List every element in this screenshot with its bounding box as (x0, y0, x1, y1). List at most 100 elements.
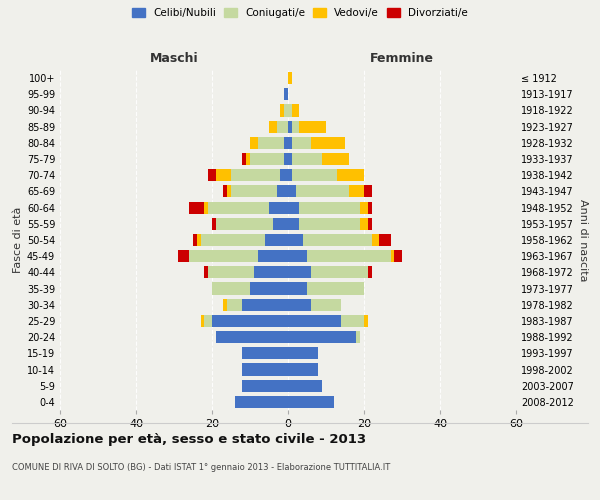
Bar (250, 137, 257, 149)
Bar (257, 250, 288, 262)
Bar (250, 153, 284, 165)
Bar (288, 120, 292, 132)
Bar (193, 234, 197, 246)
Bar (257, 137, 284, 149)
Bar (288, 153, 292, 165)
Bar (296, 186, 349, 198)
Bar (212, 282, 250, 294)
Bar (189, 202, 205, 213)
Bar (242, 348, 288, 360)
Bar (227, 186, 231, 198)
Bar (311, 266, 368, 278)
Bar (265, 234, 288, 246)
Bar (231, 186, 277, 198)
Bar (311, 298, 341, 311)
Bar (341, 315, 364, 327)
Bar (288, 72, 292, 84)
Bar (246, 153, 250, 165)
Bar (216, 331, 288, 343)
Bar (322, 153, 349, 165)
Bar (208, 169, 216, 181)
Bar (292, 137, 311, 149)
Bar (288, 137, 292, 149)
Bar (284, 153, 288, 165)
Bar (288, 331, 356, 343)
Bar (356, 331, 360, 343)
Bar (205, 315, 212, 327)
Bar (299, 202, 360, 213)
Bar (242, 364, 288, 376)
Bar (208, 266, 254, 278)
Bar (223, 298, 227, 311)
Bar (337, 169, 364, 181)
Bar (288, 380, 322, 392)
Text: Popolazione per età, sesso e stato civile - 2013: Popolazione per età, sesso e stato civil… (12, 432, 366, 446)
Bar (250, 282, 288, 294)
Bar (288, 186, 296, 198)
Bar (288, 104, 292, 117)
Bar (303, 234, 371, 246)
Bar (292, 169, 337, 181)
Bar (288, 348, 319, 360)
Bar (280, 104, 284, 117)
Bar (299, 120, 326, 132)
Bar (288, 266, 311, 278)
Bar (394, 250, 402, 262)
Bar (284, 88, 288, 101)
Bar (288, 218, 299, 230)
Bar (371, 234, 379, 246)
Y-axis label: Fasce di età: Fasce di età (13, 207, 23, 273)
Bar (284, 137, 288, 149)
Text: Maschi: Maschi (149, 52, 199, 65)
Bar (200, 315, 205, 327)
Bar (216, 218, 273, 230)
Bar (391, 250, 394, 262)
Bar (307, 282, 364, 294)
Bar (349, 186, 364, 198)
Bar (368, 266, 371, 278)
Text: Femmine: Femmine (370, 52, 434, 65)
Bar (205, 202, 208, 213)
Bar (231, 169, 280, 181)
Bar (277, 186, 288, 198)
Text: COMUNE DI RIVA DI SOLTO (BG) - Dati ISTAT 1° gennaio 2013 - Elaborazione TUTTITA: COMUNE DI RIVA DI SOLTO (BG) - Dati ISTA… (12, 462, 390, 471)
Bar (200, 234, 265, 246)
Bar (216, 169, 231, 181)
Bar (368, 218, 371, 230)
Bar (364, 186, 371, 198)
Bar (277, 120, 288, 132)
Bar (288, 364, 319, 376)
Bar (242, 380, 288, 392)
Bar (288, 282, 307, 294)
Bar (242, 153, 246, 165)
Bar (360, 218, 368, 230)
Bar (368, 202, 371, 213)
Bar (292, 104, 299, 117)
Bar (288, 250, 307, 262)
Bar (307, 250, 391, 262)
Bar (292, 120, 299, 132)
Y-axis label: Anni di nascita: Anni di nascita (578, 198, 588, 281)
Bar (273, 218, 288, 230)
Bar (288, 169, 292, 181)
Bar (280, 169, 288, 181)
Bar (299, 218, 360, 230)
Bar (292, 153, 322, 165)
Bar (269, 120, 277, 132)
Bar (288, 396, 334, 408)
Bar (212, 218, 216, 230)
Bar (284, 104, 288, 117)
Bar (197, 234, 200, 246)
Bar (288, 315, 341, 327)
Bar (212, 315, 288, 327)
Bar (205, 266, 208, 278)
Bar (311, 137, 345, 149)
Bar (379, 234, 391, 246)
Bar (223, 186, 227, 198)
Bar (242, 298, 288, 311)
Bar (288, 298, 311, 311)
Bar (288, 202, 299, 213)
Bar (364, 315, 368, 327)
Bar (269, 202, 288, 213)
Bar (235, 396, 288, 408)
